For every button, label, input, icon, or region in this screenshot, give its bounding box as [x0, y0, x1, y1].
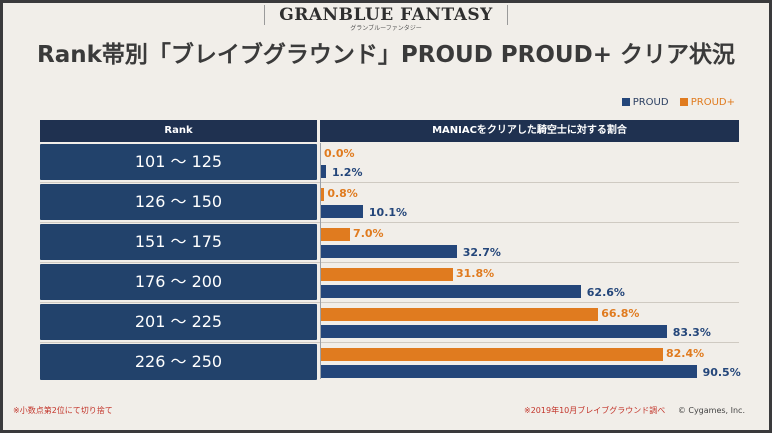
rank-label: 126 ～ 150: [40, 184, 317, 220]
bar-proud-plus: [321, 268, 453, 281]
data-label-proud: 1.2%: [331, 166, 363, 179]
slide-title: Rank帯別「ブレイブグラウンド」PROUD PROUD+ クリア状況: [37, 42, 735, 68]
data-label-proud-plus: 0.0%: [324, 147, 355, 160]
logo-text: GRANBLUE FANTASY: [264, 5, 508, 25]
footnote-left: ※小数点第2位にて切り捨て: [13, 406, 113, 415]
legend: PROUD PROUD+: [614, 97, 735, 108]
rank-label: 226 ～ 250: [40, 344, 317, 380]
data-label-proud-plus: 7.0%: [353, 227, 384, 240]
bar-proud: [321, 205, 363, 218]
legend-item-proud: PROUD: [621, 97, 669, 108]
bar-proud-plus: [321, 308, 599, 321]
rank-label: 201 ～ 225: [40, 304, 317, 340]
logo-subtext: グランブルーファンタジー: [350, 25, 422, 32]
bar-proud: [321, 245, 457, 258]
slide: GRANBLUE FANTASY グランブルーファンタジー Rank帯別「ブレイ…: [3, 3, 769, 430]
legend-swatch-proud-plus: [679, 98, 688, 106]
copyright: © Cygames, Inc.: [677, 406, 745, 415]
rank-label: 176 ～ 200: [40, 264, 317, 300]
bar-proud-plus: [321, 228, 351, 241]
rank-column-header: Rank: [40, 120, 317, 142]
legend-label-proud: PROUD: [632, 97, 669, 108]
data-label-proud-plus: 0.8%: [327, 187, 358, 200]
bar-proud: [321, 325, 667, 338]
bar-proud: [321, 285, 581, 298]
footnote-right: ※2019年10月ブレイブグラウンド調べ © Cygames, Inc.: [524, 405, 745, 416]
rank-label: 101 ～ 125: [40, 144, 317, 180]
bar-proud-plus: [321, 348, 663, 361]
data-label-proud-plus: 31.8%: [455, 267, 495, 280]
data-label-proud-plus: 82.4%: [665, 347, 705, 360]
row-separator: [40, 302, 739, 303]
data-label-proud: 10.1%: [368, 206, 408, 219]
row-separator: [40, 342, 739, 343]
logo: GRANBLUE FANTASY グランブルーファンタジー: [3, 3, 769, 32]
data-label-proud: 83.3%: [672, 326, 711, 339]
legend-label-proud-plus: PROUD+: [690, 97, 735, 108]
maniac-column-header: MANIACをクリアした騎空士に対する割合: [320, 120, 739, 142]
bar-proud-plus: [321, 188, 325, 201]
data-label-proud-plus: 66.8%: [601, 307, 640, 320]
rank-label: 151 ～ 175: [40, 224, 317, 260]
legend-item-proud-plus: PROUD+: [679, 97, 735, 108]
data-label-proud: 62.6%: [586, 286, 625, 299]
bar-proud: [321, 365, 697, 378]
row-separator: [40, 222, 739, 223]
chart-baseline: [320, 143, 321, 379]
row-separator: [40, 182, 739, 183]
legend-swatch-proud: [621, 98, 630, 106]
data-label-proud: 32.7%: [462, 246, 501, 259]
data-label-proud: 90.5%: [702, 366, 741, 379]
footnote-survey: ※2019年10月ブレイブグラウンド調べ: [524, 406, 666, 415]
bar-proud: [321, 165, 326, 178]
row-separator: [40, 262, 739, 263]
